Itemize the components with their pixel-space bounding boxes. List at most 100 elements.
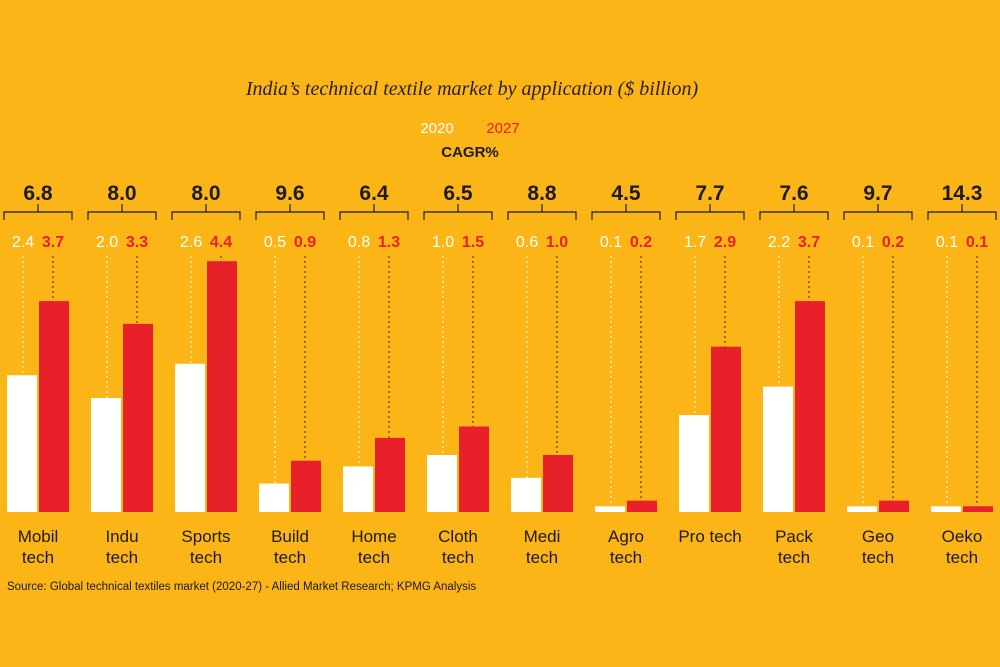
value-label-2027: 0.1 [966, 234, 988, 251]
cagr-bracket [423, 204, 493, 220]
category-label: tech [946, 548, 978, 567]
category-label: tech [526, 548, 558, 567]
value-label-2020: 1.0 [432, 234, 454, 251]
cagr-value: 6.5 [443, 182, 473, 205]
value-label-2027: 4.4 [210, 234, 232, 251]
bar-group: 14.3 0.1 0.1 Oeko tech [927, 182, 997, 567]
value-label-2027: 3.3 [126, 234, 148, 251]
value-label-2020: 0.5 [264, 234, 286, 251]
bar-2027 [375, 437, 405, 512]
category-label: tech [358, 548, 390, 567]
value-label-2020: 0.6 [516, 234, 538, 251]
value-label-2027: 1.5 [462, 234, 484, 251]
bar-2027 [963, 506, 993, 512]
cagr-value: 8.0 [191, 182, 220, 205]
cagr-value: 6.8 [23, 182, 53, 205]
category-label: tech [106, 548, 138, 567]
category-label: Mobil [18, 527, 59, 546]
bar-group: 7.6 2.2 3.7 Pack tech [759, 182, 829, 567]
cagr-bracket [3, 204, 73, 220]
category-label: Sports [181, 527, 230, 546]
legend-2020: 2020 [420, 120, 453, 137]
cagr-bracket [843, 204, 913, 220]
value-label-2027: 0.9 [294, 234, 316, 251]
value-label-2027: 0.2 [882, 234, 904, 251]
cagr-bracket [591, 204, 661, 220]
legend-2027: 2027 [486, 120, 519, 137]
value-label-2027: 3.7 [798, 234, 820, 251]
cagr-bracket [171, 204, 241, 220]
cagr-bracket [675, 204, 745, 220]
cagr-value: 9.6 [275, 182, 304, 205]
category-label: tech [778, 548, 810, 567]
cagr-value: 7.6 [779, 182, 808, 205]
source-note: Source: Global technical textiles market… [7, 581, 476, 593]
bar-2027 [627, 500, 657, 512]
category-label: Oeko [942, 527, 983, 546]
bar-group: 6.5 1.0 1.5 Cloth tech [423, 182, 493, 567]
cagr-value: 6.4 [359, 182, 389, 205]
category-label: tech [862, 548, 894, 567]
bar-2020 [175, 363, 205, 512]
bar-2027 [879, 500, 909, 512]
bar-2020 [91, 398, 121, 512]
bar-2020 [511, 477, 541, 512]
category-label: Build [271, 527, 309, 546]
bar-2020 [679, 415, 709, 512]
bar-group: 8.8 0.6 1.0 Medi tech [507, 182, 577, 567]
value-label-2027: 1.0 [546, 234, 568, 251]
cagr-bracket [507, 204, 577, 220]
value-label-2020: 2.2 [768, 234, 790, 251]
cagr-heading: CAGR% [441, 144, 499, 161]
value-label-2027: 2.9 [714, 234, 736, 251]
category-label: Home [351, 527, 396, 546]
bar-groups: 6.8 2.4 3.7 Mobil tech 8.0 2.0 3.3 Indu tech 8.0 2.… [3, 182, 997, 567]
cagr-bracket [759, 204, 829, 220]
category-label: tech [22, 548, 54, 567]
cagr-bracket [339, 204, 409, 220]
cagr-bracket [87, 204, 157, 220]
bar-2020 [595, 506, 625, 512]
bar-2027 [711, 346, 741, 512]
bar-2027 [291, 460, 321, 512]
bar-group: 7.7 1.7 2.9 Pro tech [675, 182, 745, 546]
bar-2027 [543, 455, 573, 512]
bar-2020 [259, 483, 289, 512]
bar-group: 8.0 2.0 3.3 Indu tech [87, 182, 157, 567]
bar-2027 [39, 301, 69, 512]
category-label: tech [442, 548, 474, 567]
category-label: Medi [524, 527, 561, 546]
value-label-2027: 0.2 [630, 234, 652, 251]
bar-2020 [847, 506, 877, 512]
category-label: tech [274, 548, 306, 567]
bar-2020 [763, 386, 793, 512]
category-label: Pack [775, 527, 813, 546]
cagr-value: 8.0 [107, 182, 136, 205]
bar-2027 [795, 301, 825, 512]
bar-group: 9.7 0.1 0.2 Geo tech [843, 182, 913, 567]
value-label-2027: 1.3 [378, 234, 400, 251]
value-label-2020: 1.7 [684, 234, 706, 251]
bar-2020 [931, 506, 961, 512]
bar-2020 [343, 466, 373, 512]
bar-2020 [7, 375, 37, 512]
category-label: Indu [105, 527, 138, 546]
category-label: Pro tech [678, 527, 741, 546]
value-label-2020: 2.4 [12, 234, 34, 251]
value-label-2020: 2.0 [96, 234, 118, 251]
bar-2027 [207, 261, 237, 512]
cagr-value: 9.7 [863, 182, 892, 205]
cagr-bracket [255, 204, 325, 220]
category-label: Geo [862, 527, 894, 546]
cagr-value: 4.5 [611, 182, 641, 205]
bar-group: 8.0 2.6 4.4 Sports tech [171, 182, 241, 567]
category-label: tech [610, 548, 642, 567]
value-label-2020: 0.1 [936, 234, 958, 251]
category-label: Cloth [438, 527, 478, 546]
value-label-2027: 3.7 [42, 234, 64, 251]
cagr-value: 7.7 [695, 182, 724, 205]
cagr-bracket [927, 204, 997, 220]
bar-group: 6.8 2.4 3.7 Mobil tech [3, 182, 73, 567]
value-label-2020: 0.8 [348, 234, 370, 251]
